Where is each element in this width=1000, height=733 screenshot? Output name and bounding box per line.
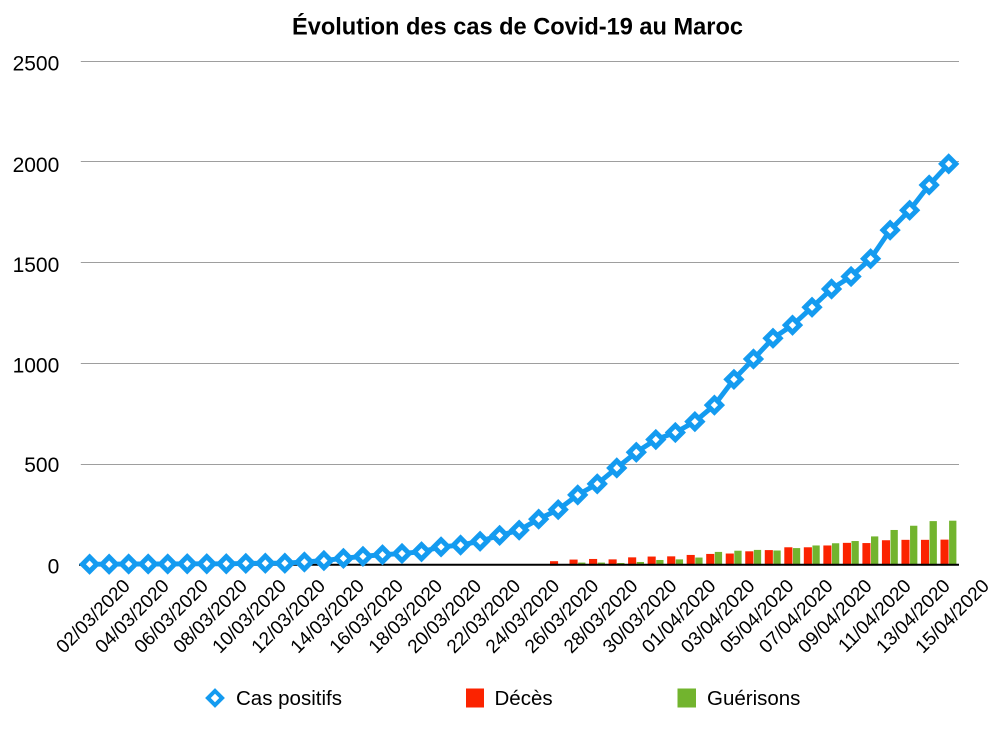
svg-text:2000: 2000 (13, 154, 60, 177)
svg-text:Guérisons: Guérisons (707, 687, 800, 710)
svg-text:2500: 2500 (13, 53, 60, 76)
svg-text:Évolution des cas de Covid-19: Évolution des cas de Covid-19 au Maroc (292, 12, 743, 40)
svg-text:0: 0 (48, 556, 60, 579)
svg-text:Cas positifs: Cas positifs (236, 687, 342, 710)
svg-text:500: 500 (24, 454, 59, 477)
svg-text:1000: 1000 (13, 354, 60, 377)
svg-text:1500: 1500 (13, 254, 60, 277)
svg-text:Décès: Décès (495, 687, 553, 710)
